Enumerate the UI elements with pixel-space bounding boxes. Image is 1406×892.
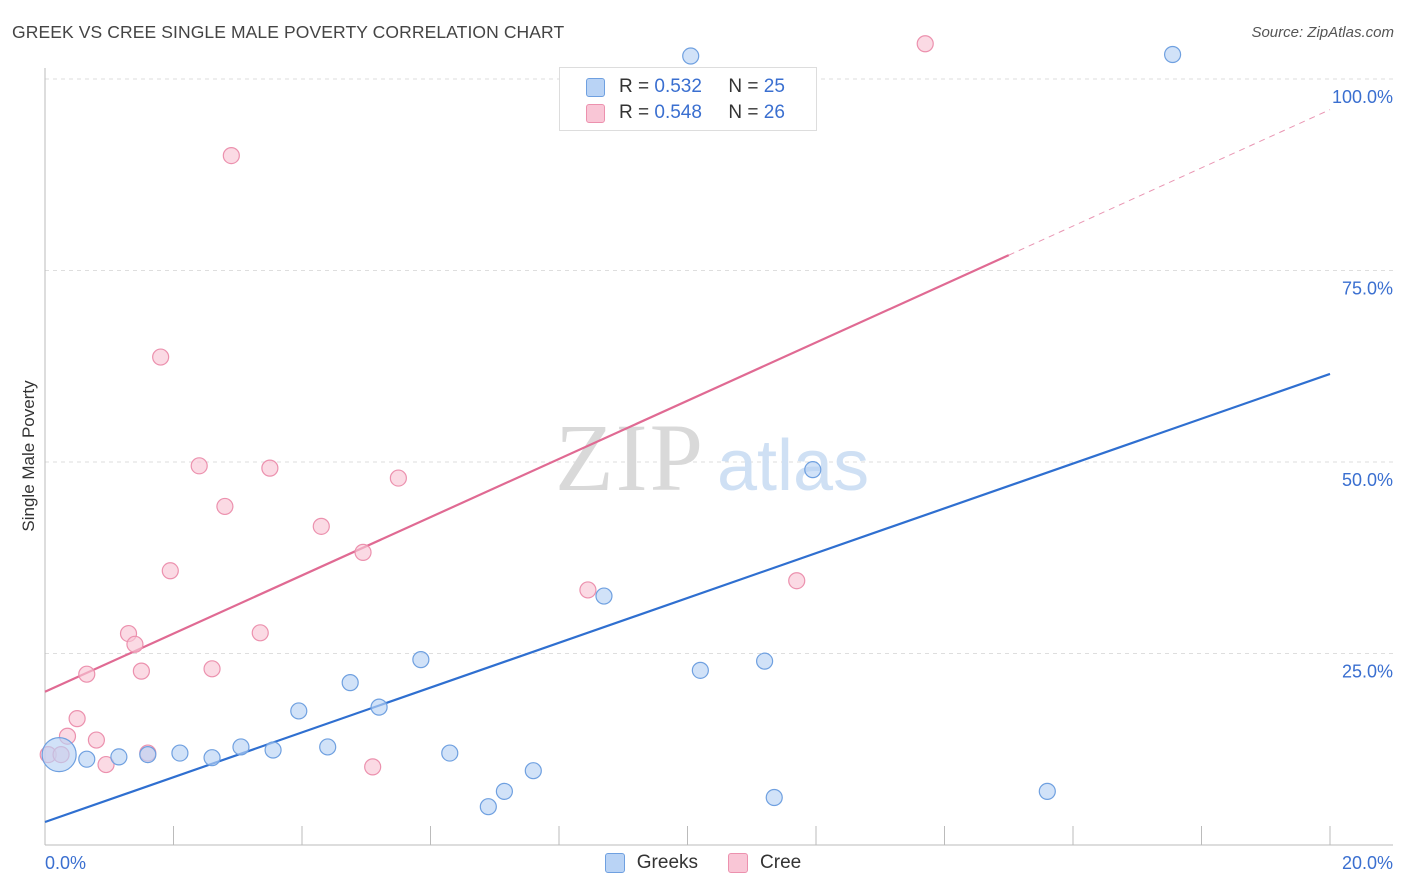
greeks-point (232, 738, 250, 756)
greeks-point (691, 661, 709, 679)
greeks-point (412, 651, 430, 669)
greeks-point (290, 702, 308, 720)
trend-lines (44, 109, 1331, 824)
greeks-point (441, 744, 459, 762)
greeks-point (41, 737, 77, 773)
greeks-point (495, 782, 513, 800)
cree-swatch (586, 103, 605, 123)
greeks-point (1038, 782, 1056, 800)
watermark-zip: ZIP (555, 404, 705, 511)
cree-trend-line (44, 254, 1010, 693)
greeks-point (804, 461, 822, 479)
cree-point (203, 660, 221, 678)
cree-point (216, 497, 234, 516)
cree-point (190, 457, 208, 475)
r-label: R = (619, 102, 650, 123)
cree-point (579, 581, 597, 599)
x-tick-labels: 0.0% 20.0% (45, 853, 1393, 873)
grid-lines (45, 78, 1393, 654)
legend-row-greeks: R = 0.532 N = 25 (586, 75, 785, 99)
n-label: N = (728, 102, 759, 123)
greeks-point (110, 748, 128, 766)
cree-point (251, 624, 269, 642)
greeks-point (765, 788, 783, 807)
greeks-point (524, 762, 542, 780)
greeks-point (755, 652, 774, 670)
y-tick-label: 25.0% (1342, 662, 1393, 682)
greeks-point (264, 741, 282, 759)
y-tick-label: 50.0% (1342, 470, 1393, 490)
greeks-point (595, 587, 613, 605)
r-value: 0.532 (654, 76, 702, 97)
cree-point (161, 562, 179, 580)
cree-point (97, 755, 115, 774)
watermark-atlas: atlas (717, 426, 869, 506)
cree-point (126, 635, 144, 653)
cree-point (916, 35, 934, 53)
legend-item-cree: Cree (728, 852, 801, 874)
greeks-point (370, 698, 388, 716)
greeks-point (319, 738, 337, 756)
cree-point (788, 572, 806, 590)
cree-point (222, 147, 240, 165)
cree-legend-swatch (728, 853, 749, 873)
legend-item-greeks: Greeks (604, 852, 699, 874)
cree-point (132, 662, 150, 680)
cree-point (152, 348, 170, 366)
x-tick-label: 20.0% (1342, 853, 1393, 873)
cree-point (87, 731, 106, 749)
cree-point (68, 710, 86, 728)
greeks-point (78, 750, 96, 768)
cree-point (312, 517, 330, 535)
chart-title: GREEK VS CREE SINGLE MALE POVERTY CORREL… (12, 22, 565, 42)
greeks-swatch (586, 77, 605, 97)
cree-point (78, 665, 96, 683)
greeks-point (479, 798, 497, 816)
cree-trend-extension (1008, 109, 1331, 256)
greeks-point (341, 674, 359, 692)
greeks-point (203, 749, 221, 767)
cree-point (261, 459, 279, 477)
greeks-trend-line (44, 372, 1331, 824)
legend-label-greeks: Greeks (636, 852, 699, 873)
y-tick-label: 75.0% (1342, 279, 1393, 299)
correlation-legend: R = 0.532 N = 25 R = 0.548 N = 26 (559, 67, 817, 131)
n-label: N = (728, 76, 759, 97)
greeks-point (1163, 45, 1182, 64)
greeks-point (139, 746, 157, 764)
cree-point (354, 543, 372, 561)
n-value: 26 (763, 102, 785, 123)
series-legend: Greeks Cree (0, 852, 1406, 874)
x-tick-label: 0.0% (45, 853, 86, 873)
greeks-point (682, 47, 700, 65)
r-value: 0.548 (654, 102, 702, 123)
y-axis-label: Single Male Poverty (19, 380, 38, 532)
y-tick-labels: 100.0% 75.0% 50.0% 25.0% (1332, 87, 1393, 682)
r-label: R = (619, 76, 650, 97)
cree-point (389, 469, 407, 487)
data-points (39, 35, 1182, 816)
n-value: 25 (763, 76, 785, 97)
cree-point (364, 758, 382, 776)
axes (44, 68, 1393, 846)
y-tick-label: 100.0% (1332, 87, 1393, 107)
legend-row-cree: R = 0.548 N = 26 (586, 101, 785, 125)
legend-label-cree: Cree (760, 852, 802, 873)
greeks-point (171, 744, 189, 762)
greeks-legend-swatch (604, 853, 625, 873)
source-label: Source: ZipAtlas.com (1251, 24, 1394, 41)
